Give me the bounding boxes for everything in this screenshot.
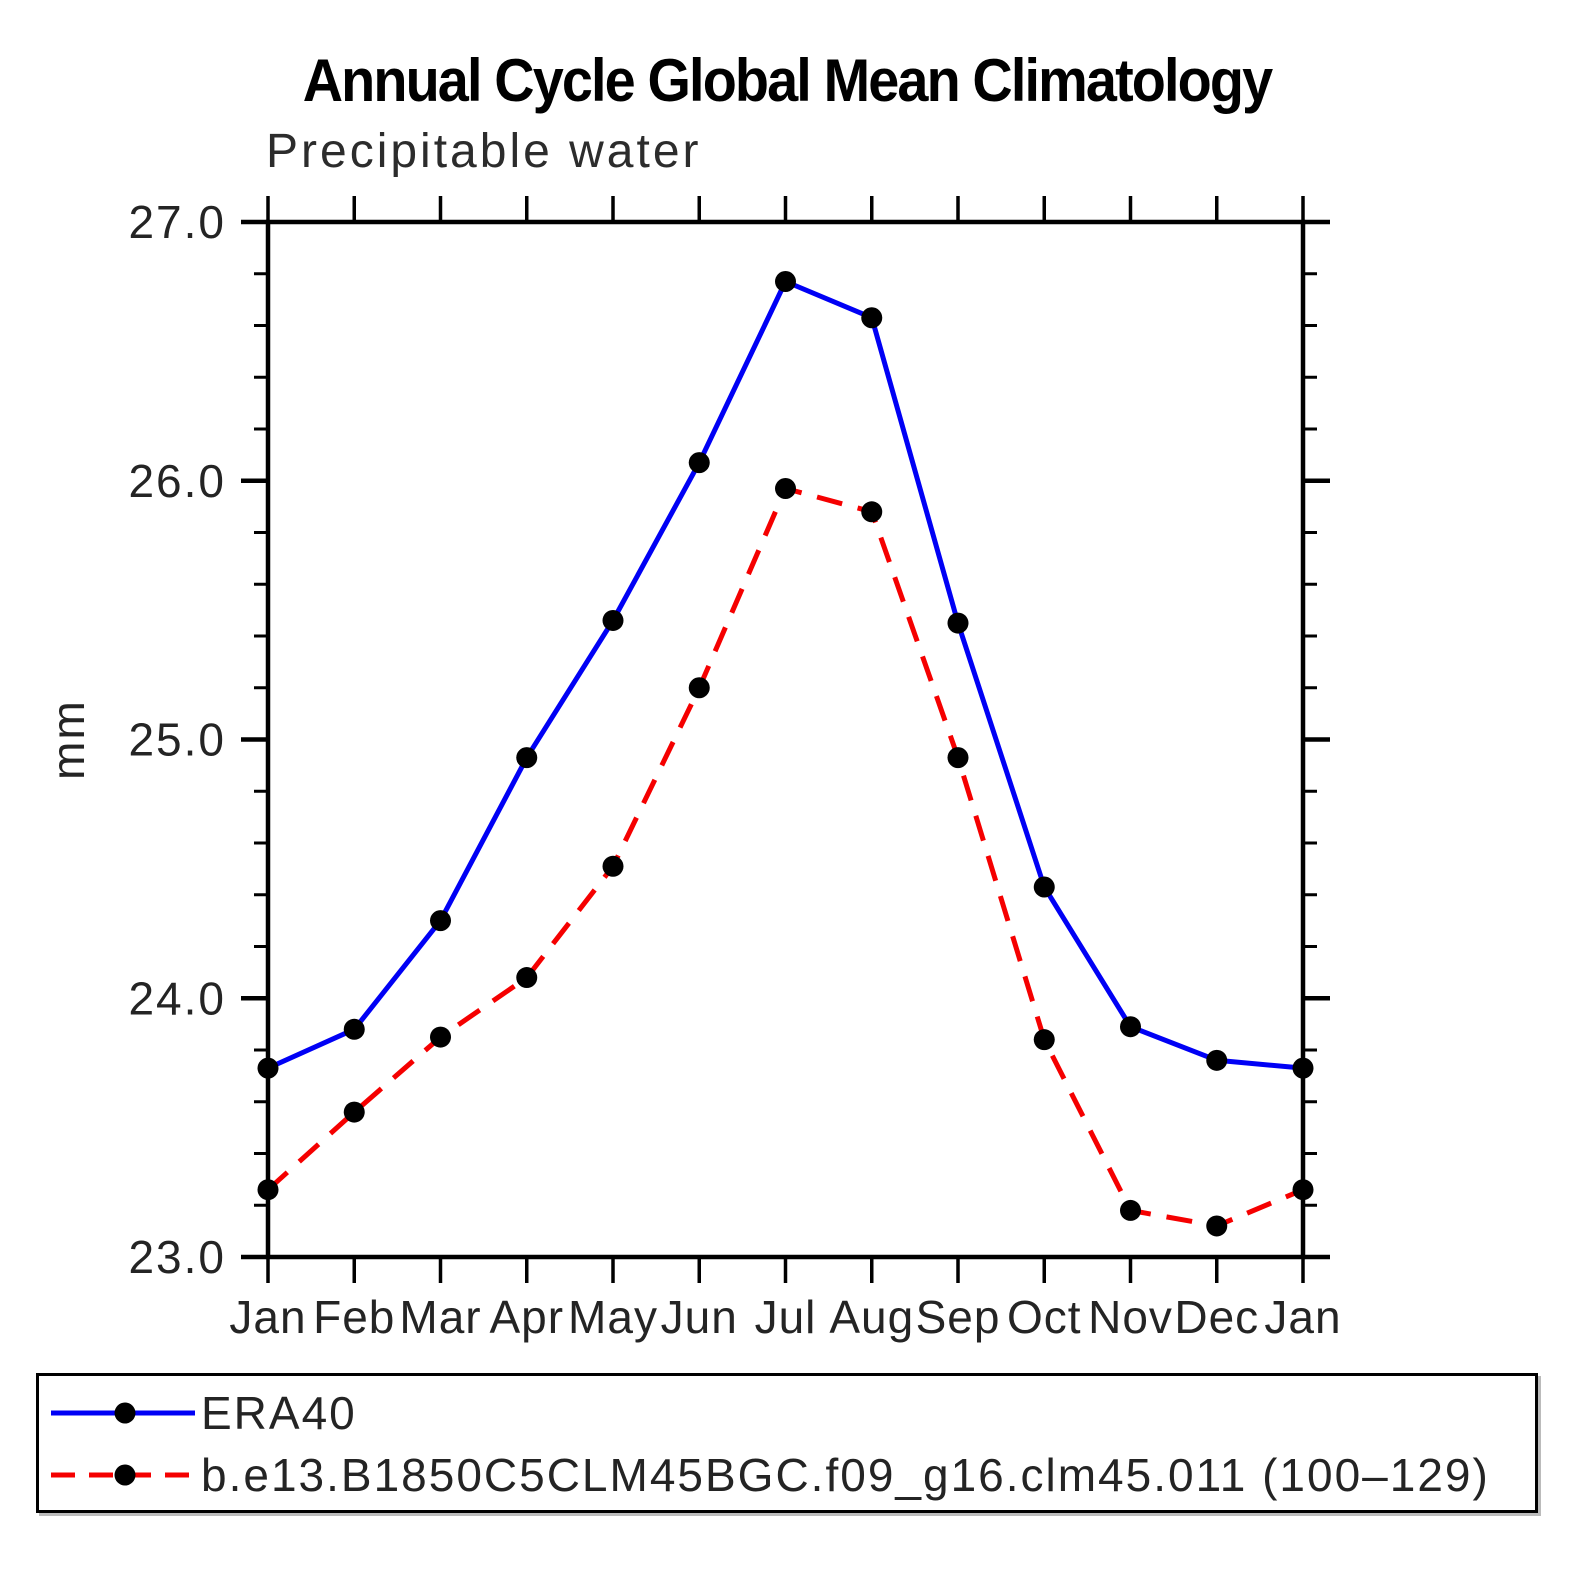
- data-point-1: [1120, 1199, 1141, 1221]
- data-point-1: [1206, 1215, 1228, 1237]
- data-point-1: [947, 747, 969, 769]
- data-point-1: [861, 501, 883, 523]
- data-point-1: [602, 855, 624, 877]
- data-point-0: [1033, 876, 1055, 898]
- x-tick-label: Dec: [1174, 1291, 1259, 1343]
- legend-box: ERA40 b.e13.B1850C5CLM45BGC.f09_g16.clm4…: [36, 1373, 1538, 1513]
- series-line-1: [266, 486, 1304, 1229]
- x-tick-label: May: [568, 1291, 658, 1343]
- x-tick-label: Mar: [399, 1291, 481, 1343]
- data-point-1: [775, 478, 796, 500]
- x-tick-label: Jun: [661, 1291, 738, 1343]
- data-point-0: [1292, 1057, 1314, 1079]
- x-tick-label: Nov: [1088, 1291, 1173, 1343]
- data-point-1: [688, 677, 710, 699]
- x-tick-label: Apr: [489, 1291, 564, 1343]
- data-point-0: [688, 452, 710, 474]
- legend-row-era40: ERA40: [47, 1387, 357, 1439]
- y-axis-unit-label: mm: [42, 699, 94, 780]
- data-point-0: [861, 307, 883, 329]
- data-point-0: [257, 1057, 279, 1079]
- data-point-0: [602, 609, 624, 631]
- data-point-0: [1120, 1016, 1141, 1038]
- x-tick-label: Oct: [1007, 1291, 1082, 1343]
- x-tick-label: Jan: [1264, 1291, 1341, 1343]
- x-tick-label: Feb: [313, 1291, 395, 1343]
- x-tick-label: Sep: [916, 1291, 1001, 1343]
- model-legend-dot: [114, 1464, 136, 1486]
- x-tick-label: Aug: [829, 1291, 914, 1343]
- legend-label-era40: ERA40: [201, 1387, 357, 1439]
- legend-row-model: b.e13.B1850C5CLM45BGC.f09_g16.clm45.011 …: [47, 1449, 1490, 1501]
- data-point-1: [430, 1026, 451, 1048]
- era40-legend-marker: [51, 1402, 195, 1424]
- data-point-1: [1033, 1029, 1055, 1051]
- data-point-0: [430, 910, 451, 932]
- x-tick-label: Jul: [755, 1291, 817, 1343]
- data-point-0: [516, 747, 538, 769]
- y-tick-label: 27.0: [128, 196, 226, 248]
- data-point-0: [947, 612, 969, 634]
- y-tick-label: 25.0: [128, 714, 226, 766]
- data-point-1: [343, 1101, 365, 1123]
- y-tick-label: 26.0: [128, 455, 226, 507]
- data-point-0: [1206, 1049, 1228, 1071]
- data-point-1: [1292, 1179, 1314, 1201]
- chart-title: Annual Cycle Global Mean Climatology: [302, 47, 1273, 114]
- data-point-0: [343, 1018, 365, 1040]
- plot-frame: [265, 219, 1306, 1260]
- series-line-0: [266, 279, 1304, 1071]
- y-tick-label: 24.0: [128, 972, 226, 1024]
- data-point-0: [775, 271, 796, 293]
- y-tick-label: 23.0: [128, 1231, 226, 1283]
- legend-label-model: b.e13.B1850C5CLM45BGC.f09_g16.clm45.011 …: [201, 1449, 1490, 1501]
- model-legend-marker: [51, 1464, 195, 1486]
- data-point-1: [257, 1179, 279, 1201]
- x-tick-label: Jan: [229, 1291, 306, 1343]
- data-point-1: [516, 967, 538, 989]
- chart-subtitle: Precipitable water: [266, 125, 702, 178]
- era40-legend-dot: [114, 1402, 136, 1424]
